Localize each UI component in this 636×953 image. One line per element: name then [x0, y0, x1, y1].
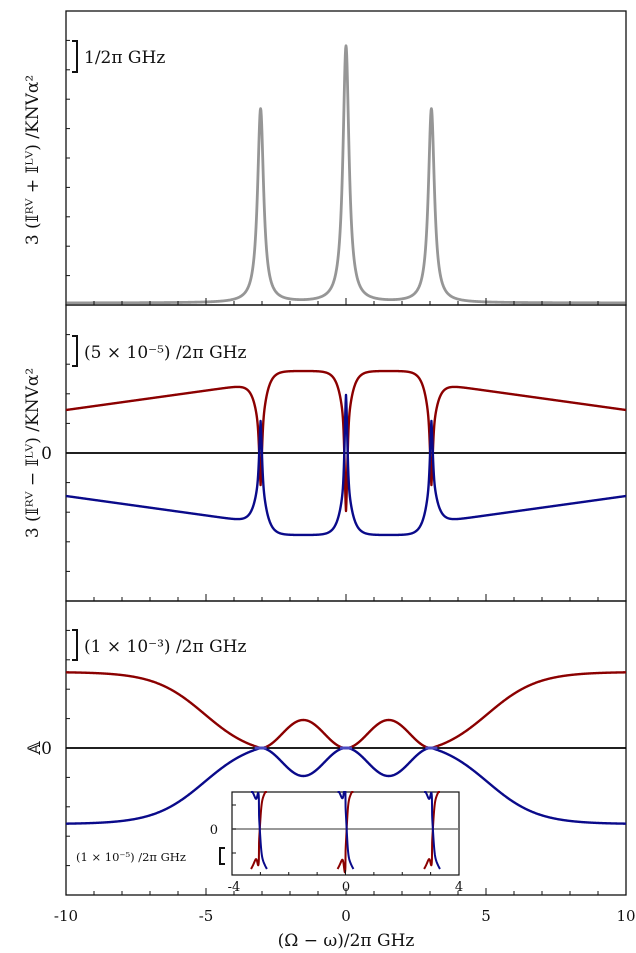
x-tick-label: 10	[616, 907, 635, 925]
top-scale-bar	[72, 40, 78, 73]
ticks	[65, 39, 627, 895]
inset-scale-bar-label: (1 × 10⁻⁵) /2π GHz	[76, 850, 186, 864]
inset-x-tick-label: 4	[455, 880, 463, 895]
x-tick-label: -10	[54, 907, 78, 925]
inset-red-line	[336, 791, 354, 874]
bottom-zero-label: 0	[41, 739, 52, 759]
inset-red-line	[250, 791, 267, 870]
x-tick-label: -5	[199, 907, 214, 925]
bottom-ylabel: 𝔸	[25, 741, 45, 756]
inset-x-tick-label: -4	[228, 880, 241, 895]
middle-red-line	[65, 369, 627, 513]
top-scale-bar-label: 1/2π GHz	[84, 48, 165, 68]
inset-curves	[232, 791, 459, 874]
curves	[64, 44, 628, 825]
x-axis-label: (Ω − ω)/2π GHz	[278, 931, 415, 951]
x-tick-labels: -10 -5 0 5 10	[54, 907, 636, 925]
top-ylabel: 3 (𝕀ᴿⱽ + 𝕀ᴸⱽ) /KNVα²	[23, 75, 43, 245]
x-tick-label: 5	[481, 907, 491, 925]
inset-x-tick-label: 0	[342, 880, 350, 895]
inset-red-line	[423, 791, 440, 870]
middle-blue-line	[65, 393, 627, 537]
bottom-scale-bar-label: (1 × 10⁻³) /2π GHz	[84, 637, 246, 657]
inset-scale-bar	[219, 847, 225, 865]
x-tick-label: 0	[341, 907, 351, 925]
middle-scale-bar-label: (5 × 10⁻⁵) /2π GHz	[84, 343, 246, 363]
inset-zero-label: 0	[210, 823, 218, 838]
inset-blue-line	[424, 791, 441, 870]
inset-ticks	[231, 804, 460, 875]
inset-blue-line	[251, 791, 268, 870]
bottom-scale-bar	[72, 629, 78, 661]
bottom-red-line	[65, 671, 627, 750]
top-series-line	[64, 44, 628, 305]
middle-zero-label: 0	[41, 444, 52, 464]
middle-ylabel: 3 (𝕀ᴿⱽ − 𝕀ᴸⱽ) /KNVα²	[23, 368, 43, 538]
inset-x-tick-labels: -4 0 4	[228, 880, 463, 895]
inset-blue-line	[337, 791, 355, 870]
inset-plot	[231, 791, 460, 876]
middle-scale-bar	[72, 335, 78, 367]
